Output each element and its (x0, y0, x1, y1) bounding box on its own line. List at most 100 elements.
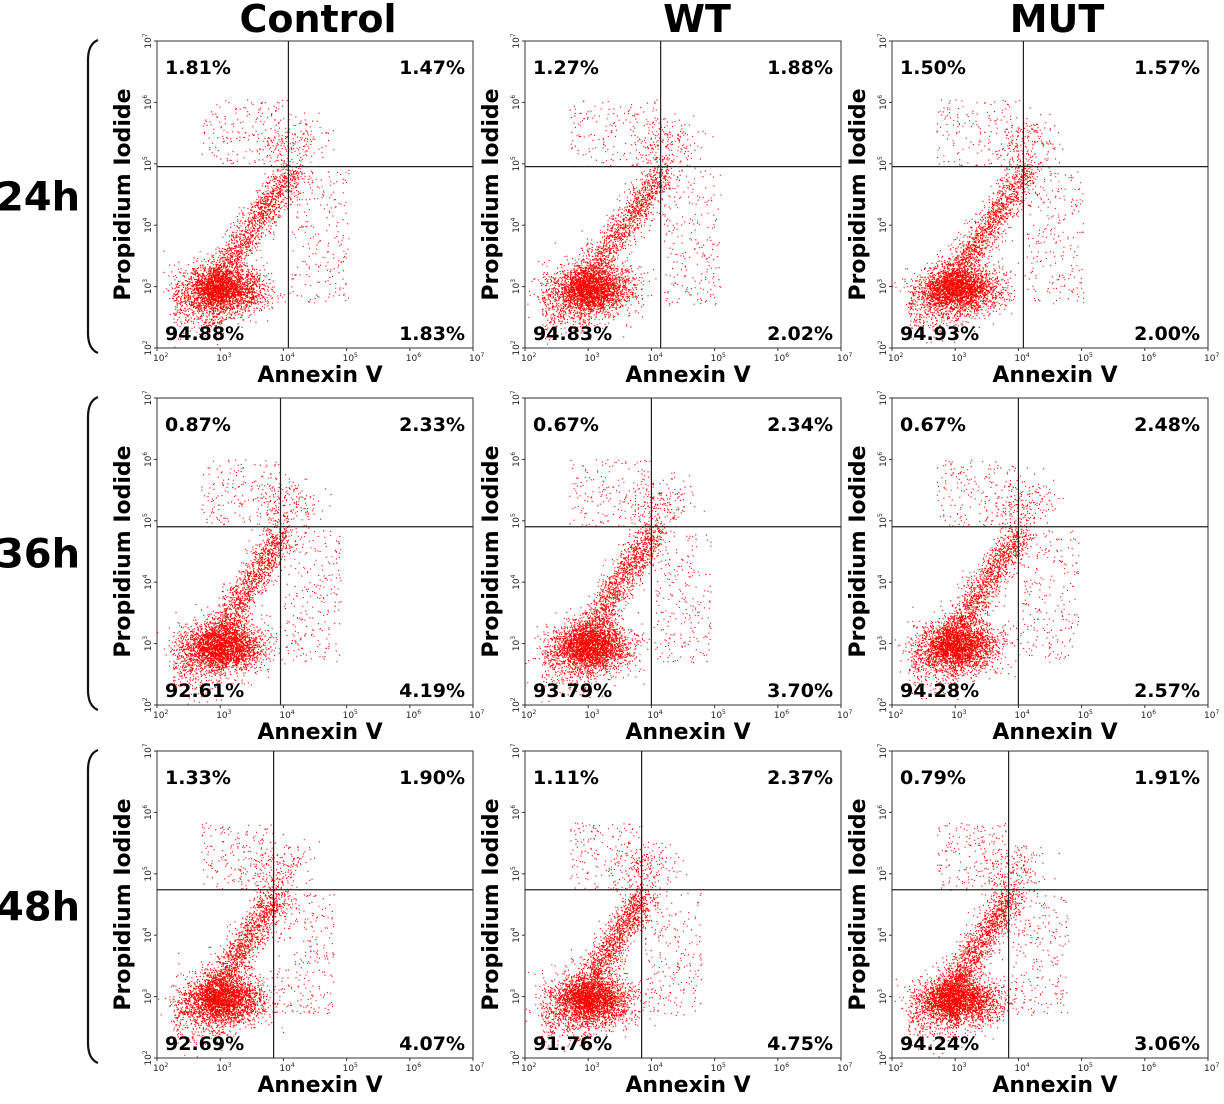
column-header-mut: MUT (1010, 0, 1105, 41)
quadrant-upper-right-pct: 1.88% (767, 57, 833, 79)
y-tick-label: 103 (877, 636, 889, 651)
x-tick-label: 103 (584, 1062, 599, 1074)
y-tick-label: 102 (877, 340, 889, 355)
x-axis-label: Annexin V (992, 363, 1117, 388)
y-tick-label: 105 (510, 156, 522, 171)
quadrant-lower-right-pct: 2.00% (1134, 323, 1200, 345)
quadrant-upper-right-pct: 2.34% (767, 414, 833, 436)
y-tick-label: 107 (142, 390, 154, 405)
y-tick-label: 102 (142, 697, 154, 712)
x-tick-label: 102 (153, 1062, 168, 1074)
plot-frame (524, 397, 842, 706)
plot-frame (156, 397, 474, 706)
y-tick-label: 104 (142, 217, 154, 232)
y-tick-label: 107 (510, 33, 522, 48)
quadrant-lower-right-pct: 4.19% (399, 680, 465, 702)
y-tick-label: 102 (142, 1050, 154, 1065)
y-tick-label: 103 (142, 989, 154, 1004)
panel-48h-mut: 0.79% 1.91%94.24% 3.06%1021021031031041041… (846, 743, 1219, 1098)
row-label-24h: 24h (0, 175, 80, 221)
x-tick-label: 102 (521, 709, 536, 721)
x-tick-label: 107 (837, 1062, 852, 1074)
quadrant-upper-left-pct: 0.67% (533, 414, 599, 436)
x-tick-label: 102 (153, 352, 168, 364)
quadrant-upper-right-pct: 1.90% (399, 767, 465, 789)
x-axis-label: Annexin V (992, 1073, 1117, 1098)
y-tick-label: 103 (510, 989, 522, 1004)
x-tick-label: 106 (406, 1062, 421, 1074)
quadrant-upper-left-pct: 1.11% (533, 767, 599, 789)
y-tick-label: 103 (510, 636, 522, 651)
plot-frame (524, 750, 842, 1059)
y-tick-label: 106 (877, 452, 889, 467)
x-tick-label: 106 (406, 709, 421, 721)
y-axis-label: Propidium Iodide (479, 445, 504, 657)
quadrant-upper-right-pct: 1.47% (399, 57, 465, 79)
y-tick-label: 102 (510, 697, 522, 712)
y-tick-label: 103 (510, 279, 522, 294)
y-tick-label: 105 (877, 866, 889, 881)
event-dots (525, 459, 712, 703)
quadrant-lower-right-pct: 4.07% (399, 1033, 465, 1055)
y-tick-label: 105 (142, 513, 154, 528)
quadrant-upper-right-pct: 2.37% (767, 767, 833, 789)
y-tick-label: 106 (142, 452, 154, 467)
y-tick-label: 102 (142, 340, 154, 355)
y-tick-label: 107 (877, 33, 889, 48)
x-tick-label: 107 (469, 709, 484, 721)
x-tick-label: 102 (521, 352, 536, 364)
quadrant-upper-right-pct: 2.48% (1134, 414, 1200, 436)
x-tick-label: 106 (774, 352, 789, 364)
x-tick-label: 106 (1141, 1062, 1156, 1074)
quadrant-upper-left-pct: 1.33% (165, 767, 231, 789)
quadrant-lower-left-pct: 92.69% (165, 1033, 244, 1055)
quadrant-lower-left-pct: 94.28% (900, 680, 979, 702)
x-tick-label: 102 (153, 709, 168, 721)
y-axis-label: Propidium Iodide (846, 798, 871, 1010)
quadrant-lower-right-pct: 3.06% (1134, 1033, 1200, 1055)
x-tick-label: 102 (888, 709, 903, 721)
y-tick-label: 104 (510, 574, 522, 589)
y-tick-label: 107 (510, 390, 522, 405)
x-axis-label: Annexin V (992, 720, 1117, 745)
y-tick-label: 102 (510, 1050, 522, 1065)
y-tick-label: 102 (877, 697, 889, 712)
y-tick-label: 103 (142, 636, 154, 651)
row-brace (86, 38, 99, 355)
x-tick-label: 103 (216, 352, 231, 364)
event-dots (892, 99, 1085, 344)
plot-frame (156, 750, 474, 1059)
quadrant-upper-left-pct: 0.67% (900, 414, 966, 436)
x-tick-label: 107 (469, 1062, 484, 1074)
quadrant-upper-left-pct: 1.81% (165, 57, 231, 79)
y-tick-label: 107 (142, 33, 154, 48)
x-tick-label: 102 (521, 1062, 536, 1074)
x-axis-label: Annexin V (257, 363, 382, 388)
quadrant-lower-left-pct: 94.83% (533, 323, 612, 345)
x-tick-label: 103 (951, 1062, 966, 1074)
y-axis-label: Propidium Iodide (479, 798, 504, 1010)
y-axis-label: Propidium Iodide (111, 445, 136, 657)
event-dots (157, 459, 342, 705)
column-header-control: Control (239, 0, 396, 41)
quadrant-upper-right-pct: 1.91% (1134, 767, 1200, 789)
plot-frame (524, 40, 842, 349)
quadrant-upper-right-pct: 1.57% (1134, 57, 1200, 79)
x-tick-label: 103 (951, 709, 966, 721)
x-tick-label: 107 (1204, 709, 1219, 721)
y-axis-label: Propidium Iodide (111, 798, 136, 1010)
y-tick-label: 105 (510, 866, 522, 881)
y-tick-label: 106 (142, 95, 154, 110)
event-dots (163, 99, 350, 348)
x-tick-label: 103 (584, 709, 599, 721)
y-tick-label: 105 (510, 513, 522, 528)
x-tick-label: 103 (216, 1062, 231, 1074)
y-axis-label: Propidium Iodide (479, 88, 504, 300)
x-tick-label: 102 (888, 1062, 903, 1074)
y-tick-label: 106 (877, 95, 889, 110)
panel-24h-wt: 1.27% 1.88%94.83% 2.02%1021021031031041041… (479, 33, 852, 388)
quadrant-lower-left-pct: 94.88% (165, 323, 244, 345)
y-tick-label: 105 (142, 866, 154, 881)
column-header-wt: WT (663, 0, 731, 41)
